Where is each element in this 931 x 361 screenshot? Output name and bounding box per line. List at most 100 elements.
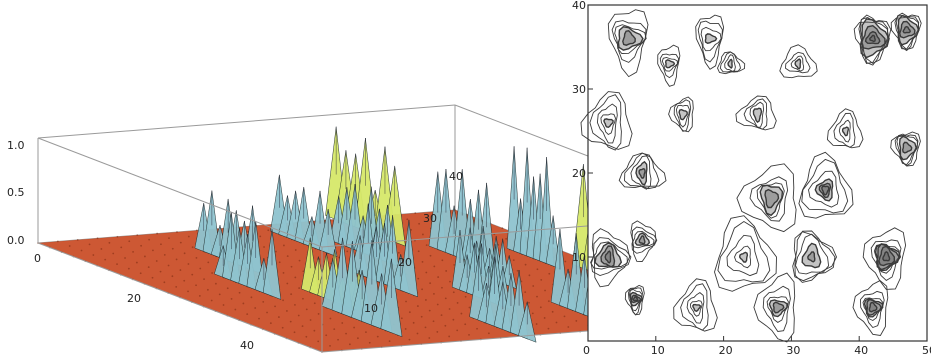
floor-dot	[191, 273, 194, 276]
floor-dot	[433, 292, 435, 295]
floor-dot	[325, 334, 328, 337]
floor-dot	[148, 238, 151, 241]
contour-line	[826, 108, 864, 149]
floor-dot	[528, 274, 531, 277]
floor-dot	[406, 218, 409, 221]
floor-dot	[168, 237, 170, 240]
contour-cluster	[590, 228, 632, 288]
contour-cluster	[890, 12, 922, 52]
floor-dot	[124, 257, 126, 259]
floor-dot	[289, 320, 292, 323]
floor-dot	[524, 291, 527, 293]
floor-dot	[159, 270, 162, 273]
contour-cluster	[735, 95, 777, 131]
floor-dot	[215, 282, 217, 285]
floor-dot	[429, 254, 432, 257]
x-tick-label: 20	[719, 344, 733, 357]
contour-line	[868, 301, 878, 313]
floor-dot	[155, 260, 158, 262]
contour-line	[894, 14, 920, 52]
floor-dot	[171, 275, 174, 278]
contour-line	[697, 20, 723, 63]
floor-dot	[410, 229, 412, 231]
floor-dot	[313, 302, 316, 305]
contour-line	[873, 243, 900, 274]
floor-dot	[302, 297, 304, 300]
floor-dot	[575, 320, 578, 322]
contour-line	[678, 108, 688, 121]
floor-dot	[453, 263, 456, 266]
floor-dot	[160, 243, 162, 246]
contour-line	[738, 251, 749, 263]
floor-dot	[464, 323, 467, 326]
floor-dot	[436, 331, 439, 333]
contour-line	[675, 104, 690, 128]
contour-line	[657, 44, 681, 87]
floor-dot	[290, 265, 293, 268]
box-edge	[37, 137, 323, 248]
floor-dot	[353, 326, 355, 329]
floor-dot	[536, 268, 539, 271]
contour-line	[756, 182, 785, 219]
contour-cluster	[657, 44, 681, 87]
floor-dot	[128, 240, 131, 243]
floor-dot	[293, 331, 296, 334]
contour-cluster	[826, 108, 864, 149]
surface-plot: 0.0 0.5 1.0 0 20 40 10 20 30 40	[7, 104, 740, 353]
floor-dot	[120, 246, 123, 249]
floor-dot	[416, 305, 419, 307]
contour-line	[860, 290, 885, 329]
contour-line	[719, 51, 741, 73]
floor-dot	[405, 300, 407, 303]
contour-line	[603, 118, 614, 129]
y-tick-label: 30	[572, 83, 586, 96]
floor-dot	[195, 256, 198, 259]
floor-dot	[429, 282, 432, 285]
contour-line	[604, 250, 612, 264]
contour-line	[580, 91, 633, 150]
contour-line	[600, 245, 616, 268]
contour-line	[864, 30, 881, 45]
floor-dot	[564, 260, 567, 263]
contour-line	[717, 51, 746, 75]
contour-line	[785, 51, 811, 74]
floor-dot	[298, 287, 301, 289]
floor-dot	[348, 343, 351, 346]
floor-dot	[210, 299, 213, 302]
floor-dot	[179, 241, 182, 244]
floor-dot	[305, 308, 308, 311]
contour-cluster	[798, 151, 854, 219]
contour-line	[704, 33, 718, 44]
floor-dot	[151, 276, 154, 279]
contour-line	[614, 24, 647, 54]
floor-dot	[187, 235, 190, 238]
floor-dot	[540, 278, 543, 281]
contour-line	[743, 98, 768, 130]
floor-dot	[448, 308, 451, 310]
z-tick-label: 0.5	[7, 186, 25, 199]
floor-dot	[163, 253, 166, 256]
floor-dot	[112, 252, 115, 255]
contour-cluster	[779, 44, 818, 79]
contour-cluster	[753, 272, 796, 343]
contour-line	[611, 20, 647, 63]
contour-cluster	[717, 51, 746, 75]
contour-line	[673, 278, 718, 332]
floor-dot	[329, 344, 331, 347]
floor-dot	[425, 244, 428, 247]
floor-dot	[274, 250, 277, 253]
floor-dot	[282, 271, 285, 274]
floor-dot	[317, 313, 320, 315]
contour-line	[890, 14, 922, 51]
floor-dot	[536, 295, 538, 298]
floor-dot	[207, 261, 210, 264]
contour-line	[852, 280, 889, 336]
contour-line	[764, 188, 780, 209]
floor-dot	[417, 277, 420, 280]
contour-cluster	[852, 280, 889, 336]
contour-line	[801, 242, 822, 269]
floor-dot	[187, 290, 189, 293]
floor-dot	[183, 279, 186, 282]
floor-dot	[56, 240, 59, 243]
floor-dot	[516, 269, 519, 272]
